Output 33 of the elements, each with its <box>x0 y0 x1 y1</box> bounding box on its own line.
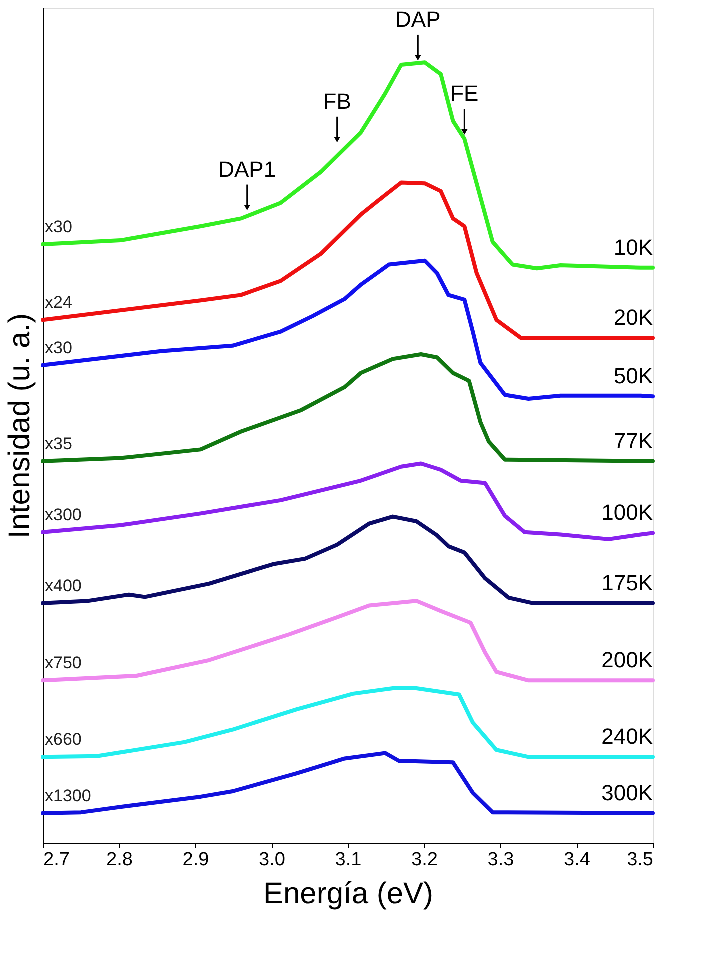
x-tick-label: 3.2 <box>412 850 438 870</box>
series-label: 100K <box>602 500 654 526</box>
x-tick-label: 2.8 <box>106 850 133 870</box>
series-label: 50K <box>614 364 654 389</box>
annotation: x30 <box>45 338 72 358</box>
annotation: x35 <box>45 434 72 454</box>
x-tick-label: 3.1 <box>335 850 362 870</box>
series-label: 20K <box>614 305 654 330</box>
annotation: x660 <box>45 730 82 750</box>
series-label: 300K <box>602 780 654 806</box>
x-tick-label: 2.7 <box>44 850 70 870</box>
x-tick-label: 3.5 <box>627 850 654 870</box>
annotation: x750 <box>45 654 82 673</box>
x-tick-label: 3.4 <box>564 850 591 870</box>
annotation: DAP <box>396 6 441 32</box>
series-label: 175K <box>602 570 654 596</box>
annotation: x24 <box>45 293 72 312</box>
series-label: 10K <box>614 234 654 260</box>
annotation: FE <box>450 81 479 106</box>
series-label: 200K <box>602 648 654 673</box>
x-tick-label: 3.0 <box>259 850 286 870</box>
x-axis-title: Energía (eV) <box>263 878 434 910</box>
annotation: x1300 <box>45 786 92 806</box>
annotation: x30 <box>45 217 72 236</box>
series-label: 77K <box>614 428 654 454</box>
annotation: x400 <box>45 576 82 596</box>
y-axis-title: Intensidad (u. a.) <box>4 313 36 539</box>
annotation: DAP1 <box>218 156 276 182</box>
annotation: FB <box>323 88 352 114</box>
x-tick-label: 3.3 <box>488 850 514 870</box>
x-tick-label: 2.9 <box>182 850 210 870</box>
annotation: x300 <box>45 505 82 524</box>
series-label: 240K <box>602 724 654 750</box>
